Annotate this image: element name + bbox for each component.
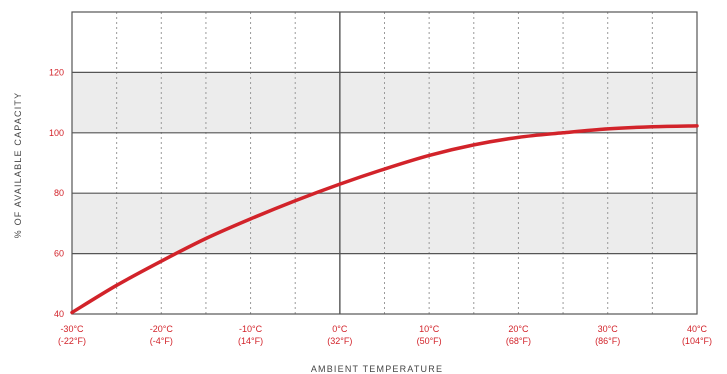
x-tick-label-celsius: 40°C [687, 324, 708, 334]
x-tick-label-fahrenheit: (50°F) [417, 336, 442, 346]
x-tick-label-celsius: -20°C [150, 324, 174, 334]
vertical-gridlines [116, 12, 653, 314]
y-tick-label: 100 [49, 128, 64, 138]
y-tick-labels: 40 60 80 100 120 [49, 67, 64, 319]
y-tick-label: 40 [54, 309, 64, 319]
y-tick-label: 60 [54, 249, 64, 259]
x-tick-label-fahrenheit: (86°F) [595, 336, 620, 346]
y-axis-title: % OF AVAILABLE CAPACITY [13, 92, 23, 239]
y-tick-label: 120 [49, 67, 64, 77]
x-tick-label-celsius: -10°C [239, 324, 263, 334]
plot-frame [71, 11, 698, 315]
x-tick-label-celsius: 20°C [508, 324, 529, 334]
x-axis-title: AMBIENT TEMPERATURE [311, 364, 443, 374]
x-tick-label-celsius: -30°C [60, 324, 84, 334]
x-tick-label-celsius: 0°C [332, 324, 348, 334]
x-tick-label-fahrenheit: (68°F) [506, 336, 531, 346]
x-tick-label-celsius: 10°C [419, 324, 440, 334]
x-tick-label-fahrenheit: (-22°F) [58, 336, 86, 346]
x-tick-label-fahrenheit: (32°F) [327, 336, 352, 346]
x-tick-label-fahrenheit: (-4°F) [150, 336, 173, 346]
capacity-curve [70, 124, 699, 315]
x-tick-label-celsius: 30°C [598, 324, 619, 334]
x-tick-labels: -30°C (-22°F) -20°C (-4°F) -10°C (14°F) 0°C (32… [58, 324, 712, 346]
x-tick-label-fahrenheit: (14°F) [238, 336, 263, 346]
x-tick-label-fahrenheit: (104°F) [682, 336, 712, 346]
y-tick-label: 80 [54, 188, 64, 198]
